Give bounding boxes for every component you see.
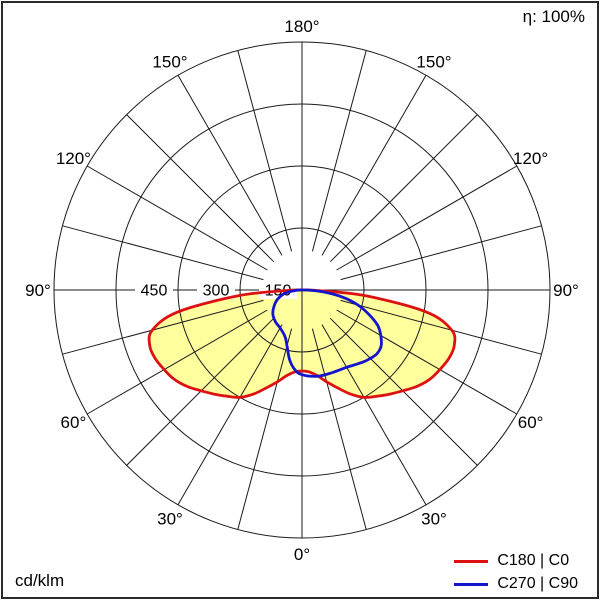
legend-label-c180-c0: C180 | C0 xyxy=(497,552,570,569)
angle-label-0-right: 0° xyxy=(294,545,310,564)
grid-radial-300 xyxy=(86,309,268,415)
legend-item-c270-c90: C270 | C90 xyxy=(454,575,578,593)
angle-label-90-left: 90° xyxy=(25,281,51,300)
series-curve-c180-c0 xyxy=(147,288,457,399)
grid-radial-285 xyxy=(62,299,264,355)
series-curve-c270-c90 xyxy=(271,288,383,378)
angle-label-120-right: 120° xyxy=(513,149,548,168)
grid-radial-120 xyxy=(336,165,518,271)
efficiency-label: η: 100% xyxy=(522,7,585,26)
legend-label-c270-c90: C270 | C90 xyxy=(497,575,578,592)
grid-radial-15 xyxy=(311,328,367,530)
ring-label-300: 300 xyxy=(203,283,230,300)
grid-radial-240 xyxy=(86,165,268,271)
unit-label: cd/klm xyxy=(15,571,65,590)
legend-item-c180-c0: C180 | C0 xyxy=(454,552,578,570)
legend-line-blue-icon xyxy=(454,582,489,586)
angle-label-150-right: 150° xyxy=(416,52,451,71)
grid-radial-135 xyxy=(329,114,478,263)
angle-label-60-right: 60° xyxy=(518,413,544,432)
grid-radial-195 xyxy=(237,50,293,252)
legend: C180 | C0 C270 | C90 xyxy=(454,552,578,593)
angle-label-120-left: 120° xyxy=(56,149,91,168)
ring-label-450: 450 xyxy=(141,283,168,300)
angle-label-30-left: 30° xyxy=(157,510,183,529)
grid-radial-255 xyxy=(62,225,264,281)
angle-label-60-left: 60° xyxy=(61,413,87,432)
grid-radial-225 xyxy=(126,114,275,263)
angle-label-90-right: 90° xyxy=(553,281,579,300)
grid-radial-165 xyxy=(311,50,367,252)
grid-radial-75 xyxy=(340,299,542,355)
angle-label-30-right: 30° xyxy=(421,510,447,529)
angle-label-150-left: 150° xyxy=(152,52,187,71)
grid-radial-30 xyxy=(321,324,427,506)
grid-radial-210 xyxy=(177,74,283,256)
ring-label-bg-300 xyxy=(197,281,235,299)
grid-radial-345 xyxy=(237,328,293,530)
grid-radial-150 xyxy=(321,74,427,256)
grid-radial-60 xyxy=(336,309,518,415)
grid-radial-330 xyxy=(177,324,283,506)
grid-radial-105 xyxy=(340,225,542,281)
legend-line-red-icon xyxy=(454,559,489,563)
angle-label-180-right: 180° xyxy=(284,17,319,36)
ring-label-bg-450 xyxy=(135,281,173,299)
